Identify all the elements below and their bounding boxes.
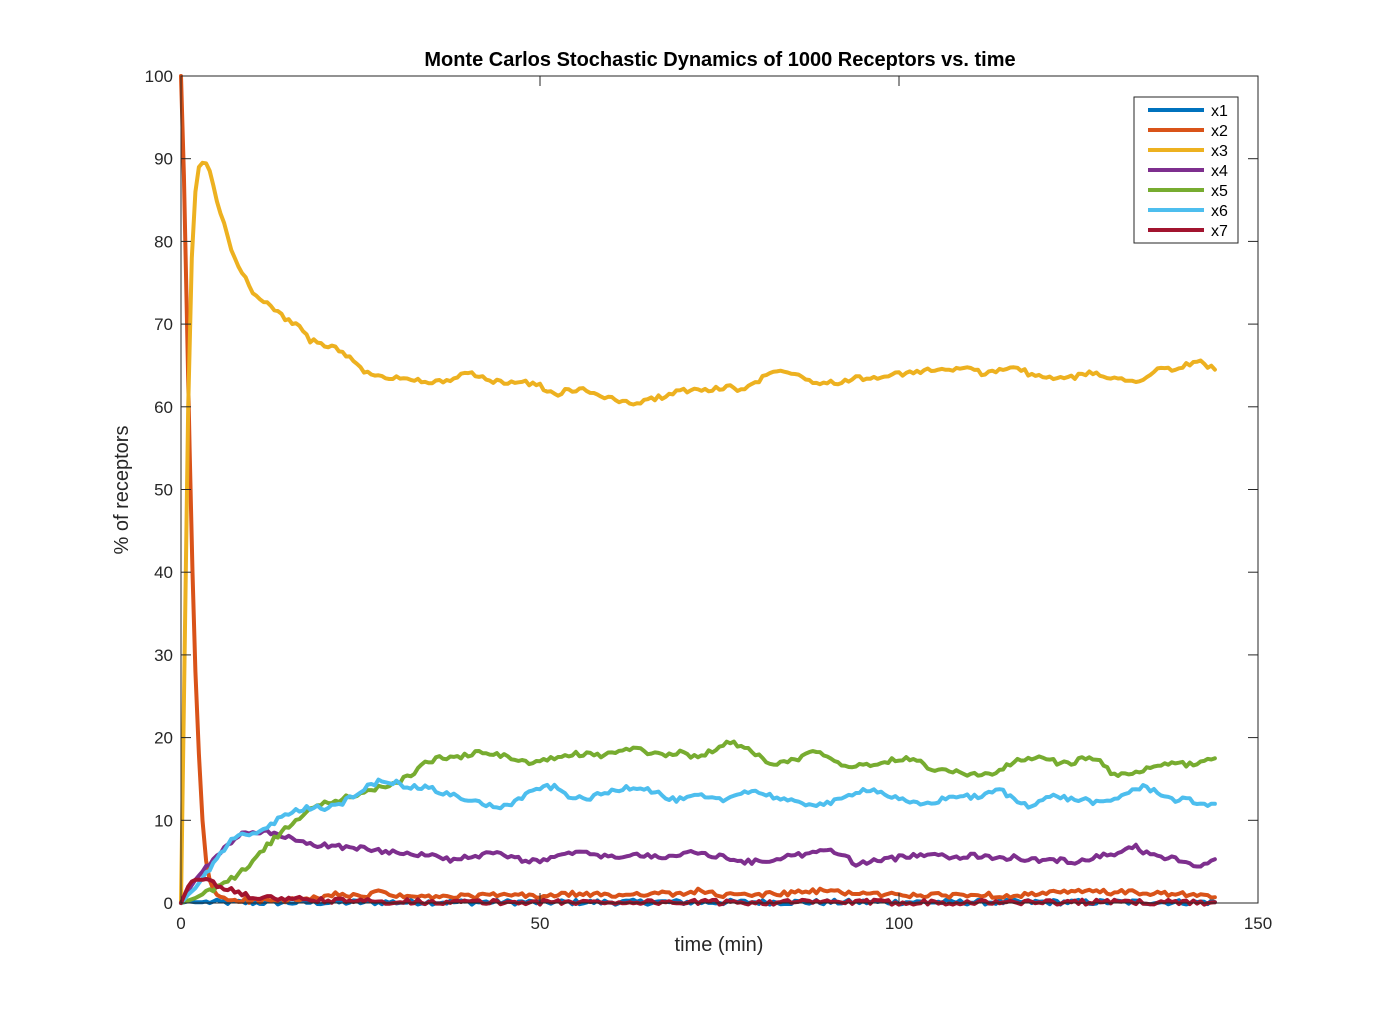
y-tick-label-10: 10 xyxy=(154,811,173,830)
legend-label-x2: x2 xyxy=(1211,123,1228,140)
y-tick-label-60: 60 xyxy=(154,398,173,417)
series-line-x3 xyxy=(179,160,1217,905)
plot-area xyxy=(181,76,1258,903)
y-tick-label-50: 50 xyxy=(154,481,173,500)
legend-label-x7: x7 xyxy=(1211,223,1228,240)
x-tick-label-100: 100 xyxy=(885,914,913,933)
y-tick-label-0: 0 xyxy=(164,894,173,913)
y-tick-label-40: 40 xyxy=(154,563,173,582)
y-tick-label-20: 20 xyxy=(154,729,173,748)
x-tick-label-0: 0 xyxy=(176,914,185,933)
x-tick-label-50: 50 xyxy=(531,914,550,933)
x-axis-label: time (min) xyxy=(675,934,764,956)
series-line-x4 xyxy=(179,828,1217,905)
legend-label-x1: x1 xyxy=(1211,103,1228,120)
legend-label-x4: x4 xyxy=(1211,163,1228,180)
y-tick-label-30: 30 xyxy=(154,646,173,665)
y-tick-label-100: 100 xyxy=(145,67,173,86)
ticks-layer: 0 50 100 150 0 10 20 30 40 50 60 70 80 90 100 xyxy=(145,67,1273,933)
y-tick-label-70: 70 xyxy=(154,315,173,334)
legend-label-x6: x6 xyxy=(1211,203,1228,220)
x-tick-label-150: 150 xyxy=(1244,914,1272,933)
y-tick-label-80: 80 xyxy=(154,232,173,251)
y-axis-label: % of receptors xyxy=(111,426,133,555)
chart-title: Monte Carlos Stochastic Dynamics of 1000… xyxy=(424,49,1015,71)
series-line-x6 xyxy=(179,777,1217,905)
legend: x1 x2 x3 x4 x5 x6 x7 xyxy=(1133,96,1239,244)
series-line-x2 xyxy=(179,74,1217,905)
legend-label-x3: x3 xyxy=(1211,143,1228,160)
legend-label-x5: x5 xyxy=(1211,183,1228,200)
y-tick-label-90: 90 xyxy=(154,150,173,169)
